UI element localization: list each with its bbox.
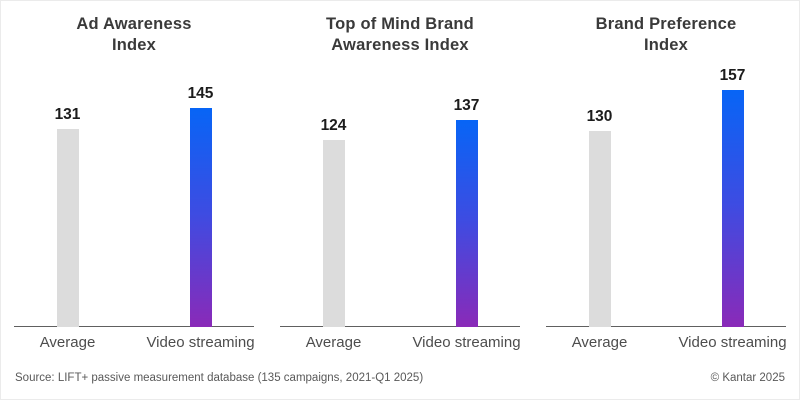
bar-average bbox=[322, 140, 345, 327]
x-axis-line bbox=[546, 326, 786, 327]
chart-title: Brand Preference Index bbox=[533, 1, 799, 57]
bar-value-label: 124 bbox=[320, 117, 347, 134]
source-note: Source: LIFT+ passive measurement databa… bbox=[15, 372, 424, 384]
bar-video-streaming bbox=[189, 108, 212, 327]
chart-title-line: Top of Mind Brand bbox=[326, 15, 474, 33]
bar-value-label: 131 bbox=[54, 106, 81, 123]
chart-title: Top of Mind Brand Awareness Index bbox=[267, 1, 533, 57]
footer: Source: LIFT+ passive measurement databa… bbox=[1, 357, 799, 399]
category-label: Average bbox=[305, 334, 362, 351]
bar-average bbox=[588, 131, 611, 327]
x-axis-line bbox=[280, 326, 520, 327]
chart-panel-brand-preference-index: Brand Preference Index 130 Average 157 Video … bbox=[533, 1, 799, 357]
bar-average bbox=[56, 129, 79, 327]
chart-title-line: Index bbox=[643, 36, 689, 55]
bar-video-streaming bbox=[455, 120, 478, 327]
bar-video-streaming bbox=[721, 90, 744, 327]
chart-title-line: Awareness Index bbox=[331, 36, 469, 55]
x-axis-line bbox=[14, 326, 254, 327]
chart-title-line: Ad Awareness bbox=[76, 15, 192, 33]
category-label: Video streaming bbox=[412, 334, 521, 351]
bar-value-label: 137 bbox=[453, 97, 480, 114]
charts-row: Ad Awareness Index 131 Average 145 Video stre… bbox=[1, 1, 799, 357]
category-label: Video streaming bbox=[146, 334, 255, 351]
bar-value-label: 130 bbox=[586, 108, 613, 125]
bar-value-label: 157 bbox=[719, 67, 746, 84]
chart-title-line: Index bbox=[111, 36, 157, 55]
category-label: Average bbox=[571, 334, 628, 351]
category-label: Average bbox=[39, 334, 96, 351]
category-label: Video streaming bbox=[678, 334, 787, 351]
chart-title: Ad Awareness Index bbox=[1, 1, 267, 57]
copyright-note: © Kantar 2025 bbox=[710, 372, 785, 384]
chart-panel-top-of-mind-brand-awareness-index: Top of Mind Brand Awareness Index 124 Avera… bbox=[267, 1, 533, 357]
bar-value-label: 145 bbox=[187, 85, 214, 102]
chart-title-line: Brand Preference bbox=[595, 15, 737, 33]
chart-panel-ad-awareness-index: Ad Awareness Index 131 Average 145 Video stre… bbox=[1, 1, 267, 357]
